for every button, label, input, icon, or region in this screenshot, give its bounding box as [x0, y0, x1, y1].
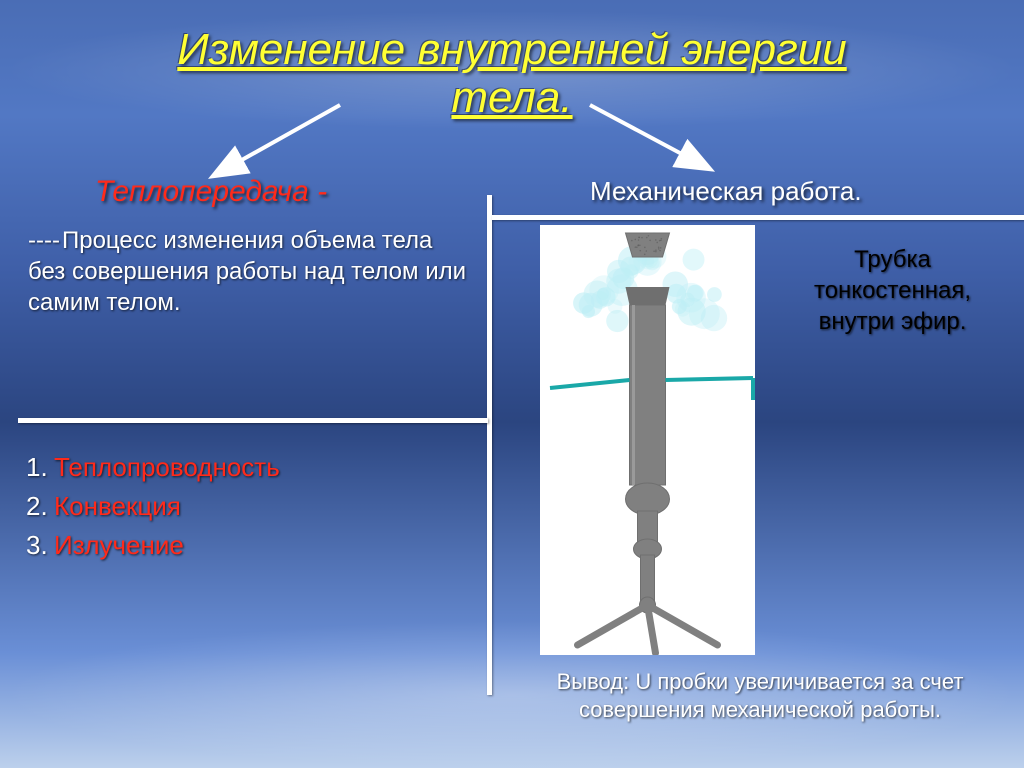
right-heading: Механическая работа. [590, 176, 862, 207]
def-prefix: ---- [28, 227, 60, 254]
right-caption: Трубка тонкостенная, внутри эфир. [770, 244, 1015, 338]
list-text: Теплопроводность [54, 452, 280, 482]
left-definition: ----Процесс изменения объема тела без со… [28, 225, 473, 319]
caption-l3: внутри эфир. [819, 308, 967, 335]
title-line1: Изменение внутренней энергии [177, 25, 846, 74]
caption-l2: тонкостенная, [814, 277, 971, 304]
list-text: Конвекция [54, 491, 181, 521]
conclusion-text: Вывод: U пробки увеличивается за счет со… [557, 669, 964, 722]
left-heading: Теплопередача - [95, 175, 327, 209]
horizontal-divider-right [492, 215, 1024, 220]
apparatus-diagram [540, 225, 755, 655]
vertical-divider [487, 195, 492, 695]
list-num: 1. [26, 448, 54, 487]
right-heading-text: Механическая работа. [590, 176, 862, 206]
page-title: Изменение внутренней энергии тела. [0, 26, 1024, 123]
right-conclusion: Вывод: U пробки увеличивается за счет со… [500, 668, 1020, 723]
horizontal-divider-left [18, 418, 488, 423]
list-num: 3. [26, 526, 54, 565]
list-item: 2.Конвекция [26, 487, 280, 526]
left-list: 1.Теплопроводность2.Конвекция3.Излучение [26, 448, 280, 565]
def-text: Процесс изменения объема тела без соверш… [28, 227, 466, 316]
left-heading-text: Теплопередача - [95, 175, 327, 208]
list-num: 2. [26, 487, 54, 526]
list-item: 1.Теплопроводность [26, 448, 280, 487]
list-text: Излучение [54, 530, 184, 560]
list-item: 3.Излучение [26, 526, 280, 565]
title-line2: тела. [451, 73, 572, 122]
apparatus-svg [540, 225, 755, 655]
caption-l1: Трубка [854, 246, 931, 273]
